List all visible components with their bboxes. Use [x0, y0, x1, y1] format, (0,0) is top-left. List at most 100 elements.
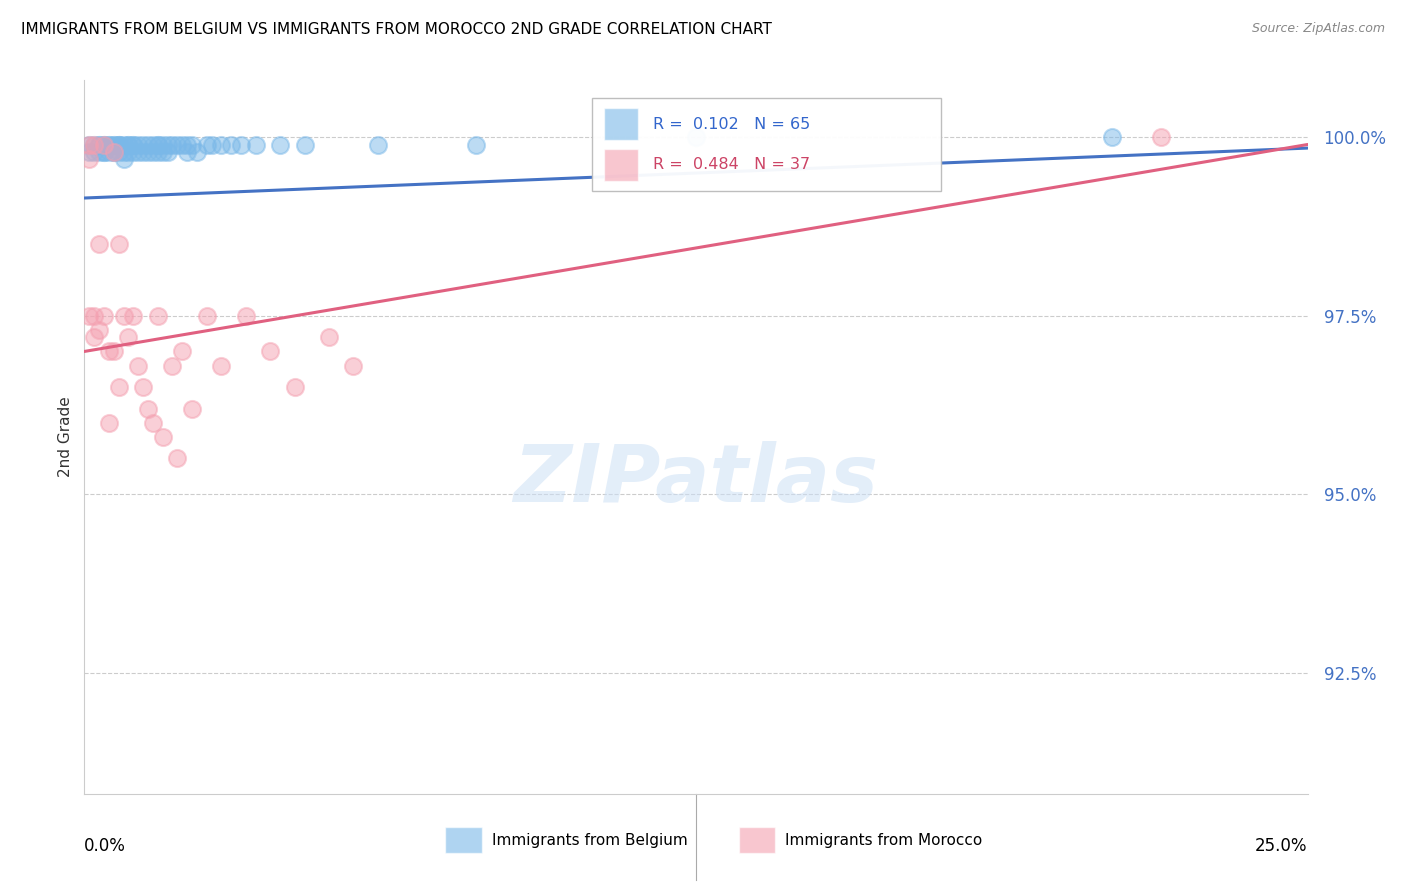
Text: R =  0.102   N = 65: R = 0.102 N = 65	[654, 117, 810, 132]
Point	[112, 152, 135, 166]
Point	[172, 344, 194, 359]
Text: ZIPatlas: ZIPatlas	[513, 441, 879, 519]
Point	[103, 145, 125, 159]
Point	[112, 145, 135, 159]
Point	[93, 145, 115, 159]
Point	[152, 137, 174, 152]
Point	[235, 309, 257, 323]
Point	[294, 137, 316, 152]
Point	[1101, 130, 1123, 145]
Point	[259, 344, 281, 359]
FancyBboxPatch shape	[592, 98, 941, 191]
Point	[146, 137, 169, 152]
Point	[132, 137, 155, 152]
Point	[685, 130, 707, 145]
Point	[156, 145, 179, 159]
Point	[136, 401, 159, 416]
Text: R =  0.484   N = 37: R = 0.484 N = 37	[654, 157, 810, 172]
Point	[122, 137, 145, 152]
Point	[122, 309, 145, 323]
Text: 0.0%: 0.0%	[84, 837, 127, 855]
Point	[77, 137, 100, 152]
Point	[77, 152, 100, 166]
Text: Source: ZipAtlas.com: Source: ZipAtlas.com	[1251, 22, 1385, 36]
Point	[122, 137, 145, 152]
Point	[318, 330, 340, 344]
Point	[136, 137, 159, 152]
Y-axis label: 2nd Grade: 2nd Grade	[58, 397, 73, 477]
Point	[103, 137, 125, 152]
Point	[83, 330, 105, 344]
Point	[93, 137, 115, 152]
FancyBboxPatch shape	[446, 828, 482, 853]
Point	[117, 137, 139, 152]
Point	[87, 145, 110, 159]
Point	[146, 137, 169, 152]
Point	[83, 137, 105, 152]
Point	[166, 137, 188, 152]
Point	[269, 137, 291, 152]
Point	[162, 359, 184, 373]
Point	[142, 137, 165, 152]
Point	[97, 344, 120, 359]
Point	[209, 137, 232, 152]
Point	[107, 137, 129, 152]
Point	[152, 145, 174, 159]
Point	[112, 309, 135, 323]
Text: Immigrants from Belgium: Immigrants from Belgium	[492, 833, 688, 847]
Point	[156, 137, 179, 152]
Point	[195, 137, 218, 152]
Point	[127, 145, 149, 159]
Point	[245, 137, 267, 152]
Point	[107, 145, 129, 159]
Point	[87, 323, 110, 337]
Text: Immigrants from Morocco: Immigrants from Morocco	[786, 833, 983, 847]
Point	[83, 309, 105, 323]
Point	[107, 237, 129, 252]
Point	[146, 309, 169, 323]
Point	[172, 137, 194, 152]
Point	[103, 137, 125, 152]
Point	[107, 380, 129, 394]
Point	[103, 344, 125, 359]
Point	[127, 359, 149, 373]
Point	[142, 145, 165, 159]
Point	[77, 145, 100, 159]
Point	[97, 145, 120, 159]
Point	[97, 137, 120, 152]
Point	[93, 137, 115, 152]
Point	[367, 137, 389, 152]
Point	[195, 309, 218, 323]
Point	[77, 309, 100, 323]
Point	[87, 137, 110, 152]
Point	[127, 137, 149, 152]
Point	[176, 145, 198, 159]
Point	[77, 137, 100, 152]
Point	[97, 137, 120, 152]
Point	[93, 309, 115, 323]
FancyBboxPatch shape	[738, 828, 776, 853]
Point	[103, 145, 125, 159]
Point	[117, 330, 139, 344]
Point	[93, 145, 115, 159]
Point	[136, 145, 159, 159]
Point	[284, 380, 307, 394]
Point	[112, 137, 135, 152]
Point	[342, 359, 364, 373]
Point	[117, 145, 139, 159]
Point	[93, 137, 115, 152]
Point	[132, 380, 155, 394]
Point	[166, 451, 188, 466]
Point	[107, 137, 129, 152]
Point	[162, 137, 184, 152]
Point	[464, 137, 486, 152]
Point	[132, 145, 155, 159]
Point	[146, 145, 169, 159]
Point	[152, 430, 174, 444]
Point	[176, 137, 198, 152]
Point	[200, 137, 222, 152]
Point	[87, 137, 110, 152]
Text: 25.0%: 25.0%	[1256, 837, 1308, 855]
Point	[229, 137, 252, 152]
Point	[142, 416, 165, 430]
